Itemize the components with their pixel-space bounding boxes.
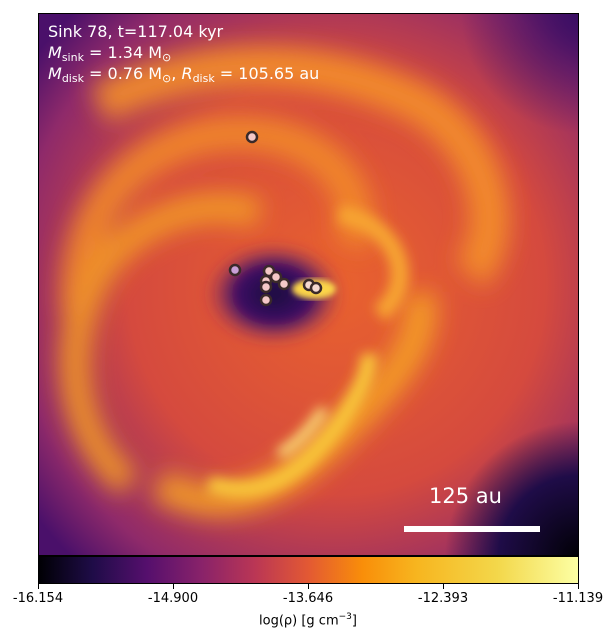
density-map (39, 14, 578, 555)
sink-particle (245, 130, 259, 144)
colorbar-label-sup: −3 (338, 612, 352, 622)
msink-sub: sink (61, 51, 84, 64)
sink-particle (309, 281, 323, 295)
msink-value: = 1.34 M (83, 43, 163, 62)
colorbar-tick (38, 584, 39, 589)
rdisk-symbol: R (181, 64, 193, 83)
scale-bar (404, 526, 540, 532)
sink-particle (228, 263, 242, 277)
mdisk-value: = 0.76 M (83, 64, 163, 83)
msink-unit-sub: ⊙ (162, 51, 172, 64)
sink-title: Sink 78, t=117.04 kyr (48, 22, 224, 41)
mdisk-sub: disk (61, 72, 84, 85)
sink-mass: Msink = 1.34 M⊙ (48, 43, 172, 64)
sink-particle (269, 270, 283, 284)
colorbar-tick-label: -12.393 (417, 591, 469, 606)
colorbar-tick (443, 584, 444, 589)
mdisk-symbol: M (48, 64, 62, 83)
colorbar-tick-label: -16.154 (12, 591, 64, 606)
colorbar-tick-label: -14.900 (147, 591, 199, 606)
colorbar-tick-label: -11.139 (552, 591, 604, 606)
msink-symbol: M (48, 43, 62, 62)
colorbar-tick (308, 584, 309, 589)
sink-particle (259, 293, 273, 307)
comma: , (171, 64, 182, 83)
disk-properties: Mdisk = 0.76 M⊙, Rdisk = 105.65 au (48, 64, 320, 85)
colorbar-label-main: log(ρ) [g cm (259, 613, 339, 629)
density-map-panel: Sink 78, t=117.04 kyr Msink = 1.34 M⊙ Md… (38, 13, 579, 556)
sink-particle (259, 280, 273, 294)
colorbar (38, 556, 579, 584)
colorbar-label: log(ρ) [g cm−3] (259, 612, 357, 628)
scale-bar-label: 125 au (429, 484, 502, 508)
colorbar-tick (578, 584, 579, 589)
colorbar-label-end: ] (351, 613, 357, 629)
colorbar-tick-label: -13.646 (282, 591, 334, 606)
rdisk-sub: disk (192, 72, 215, 85)
mdisk-unit-sub: ⊙ (162, 72, 172, 85)
sink-particle (277, 277, 291, 291)
rdisk-value: = 105.65 au (214, 64, 320, 83)
colorbar-tick (173, 584, 174, 589)
